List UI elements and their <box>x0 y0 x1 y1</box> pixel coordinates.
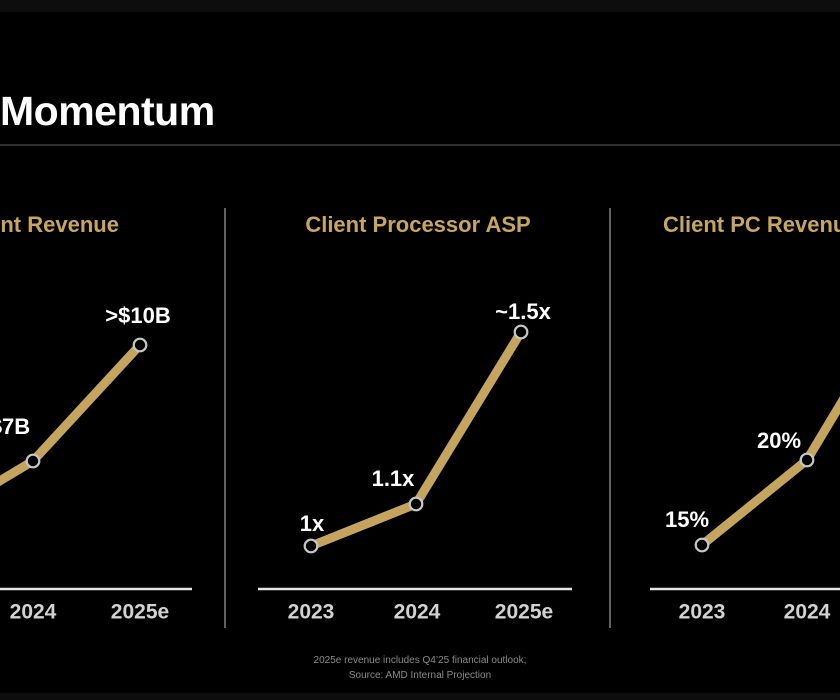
point-marker-share-2024 <box>799 452 815 468</box>
letterbox-top <box>0 0 840 12</box>
point-marker-share-2023 <box>694 537 710 553</box>
chart-title-client-revenue: Client Revenue <box>0 212 119 237</box>
tick-left-2025e: 2025e <box>110 600 170 624</box>
point-marker-asp-2025e <box>513 324 529 340</box>
tick-middle-2024: 2024 <box>393 600 441 624</box>
value-label-15pct: 15% <box>664 507 710 532</box>
header-divider-line <box>0 144 840 146</box>
panel-divider-2 <box>609 208 611 628</box>
series-line-client-pc-revenue-share <box>699 396 840 549</box>
value-label-7b: $7B <box>0 414 31 439</box>
tick-right-2024: 2024 <box>783 600 831 624</box>
value-label-10b: >$10B <box>105 303 171 328</box>
point-marker-revenue-2025e <box>132 337 148 353</box>
footnote-line-2: Source: AMD Internal Projection <box>348 670 492 681</box>
tick-middle-2023: 2023 <box>287 600 335 624</box>
value-label-1-1x: 1.1x <box>371 466 415 491</box>
value-label-1-5x: ~1.5x <box>495 299 551 324</box>
slide-title: Momentum <box>0 88 215 135</box>
footnote-line-1: 2025e revenue includes Q4’25 financial o… <box>313 655 527 666</box>
value-label-20pct: 20% <box>756 428 802 453</box>
chart-title-client-processor-asp: Client Processor ASP <box>305 212 531 237</box>
chart-title-client-pc-revenue-share: Client PC Revenue Share <box>663 212 840 237</box>
panel-divider-1 <box>224 208 226 628</box>
letterbox-bottom <box>0 693 840 700</box>
series-line-client-processor-asp <box>309 329 525 551</box>
value-label-1x: 1x <box>299 511 325 536</box>
tick-middle-2025e: 2025e <box>494 600 554 624</box>
tick-right-2023: 2023 <box>678 600 726 624</box>
point-marker-asp-2023 <box>303 538 319 554</box>
point-marker-asp-2024 <box>408 496 424 512</box>
point-marker-revenue-2024 <box>25 453 41 469</box>
tick-left-2024: 2024 <box>9 600 57 624</box>
